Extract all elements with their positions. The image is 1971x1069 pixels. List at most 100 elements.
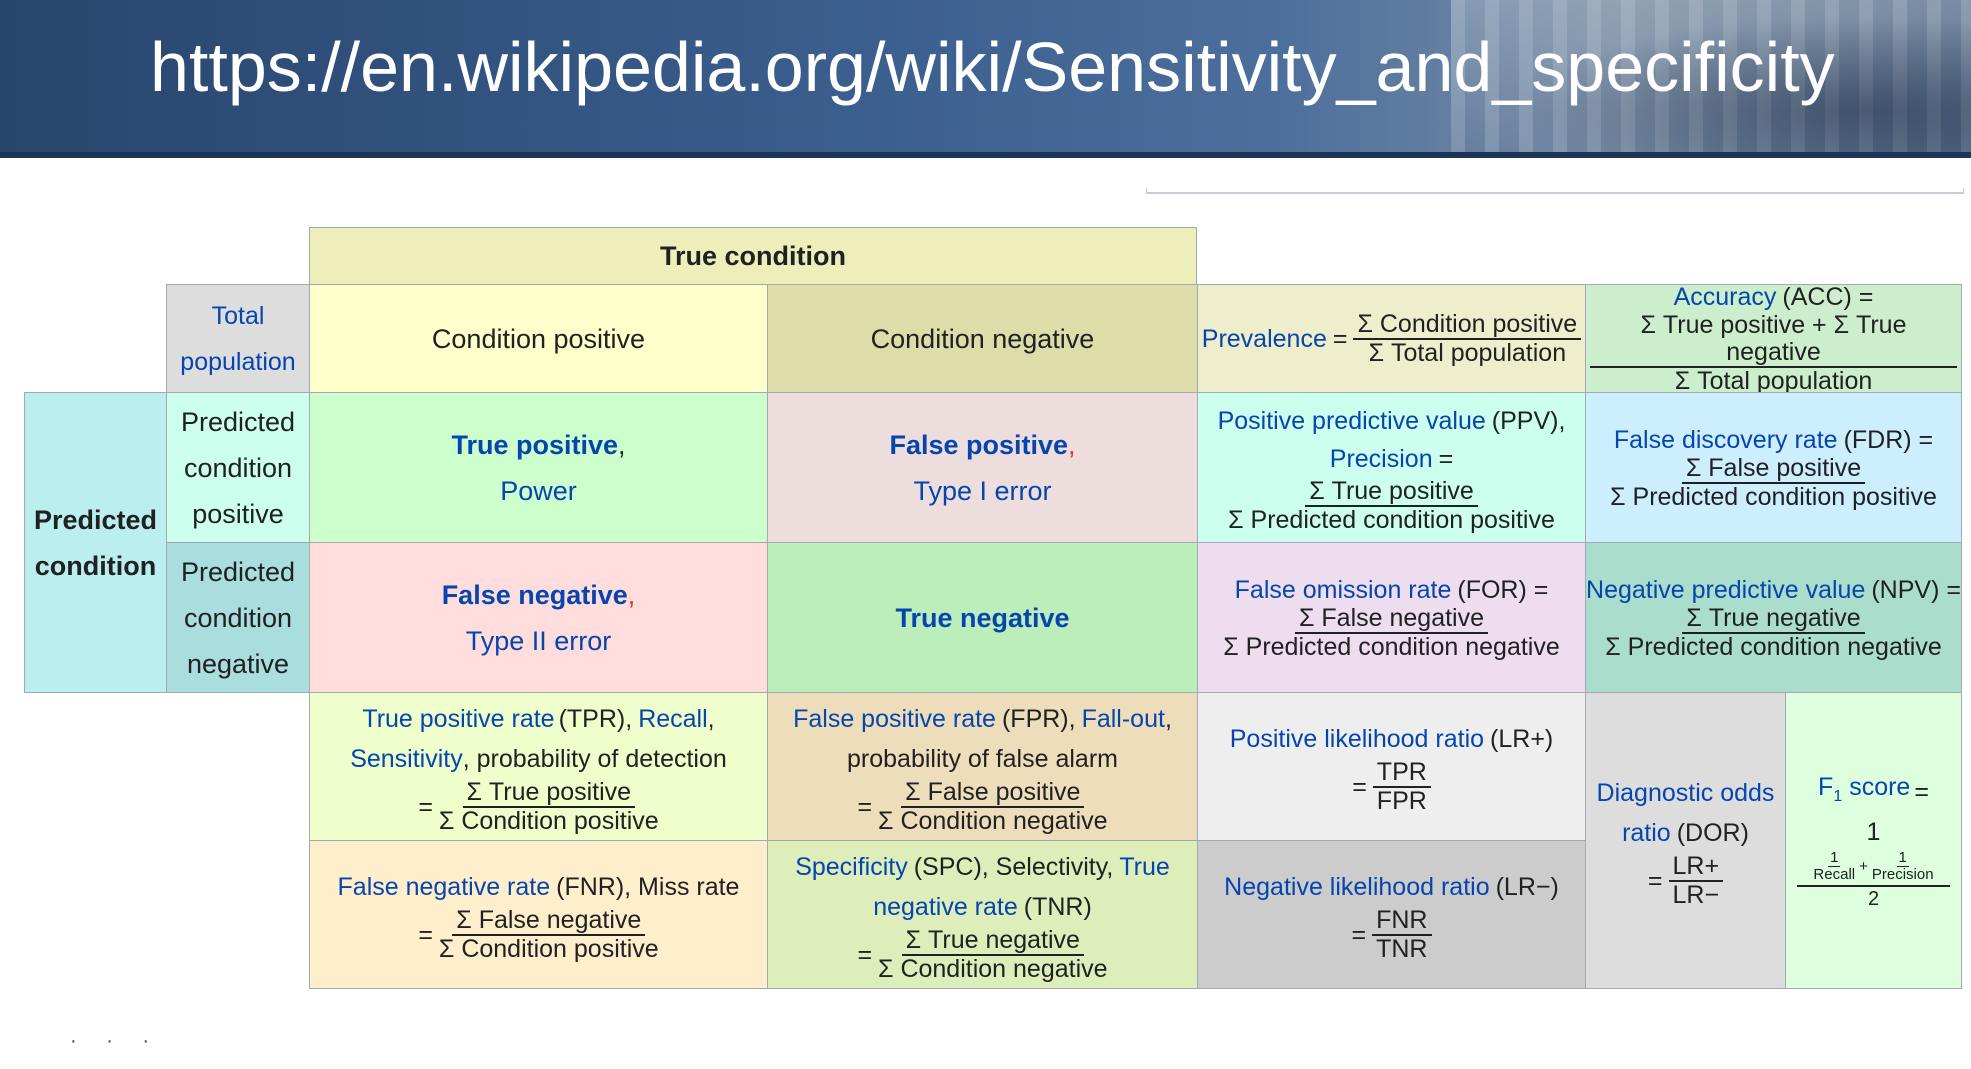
predicted-condition-line-1: Predicted <box>33 504 158 535</box>
type-ii-error-link[interactable]: Type II error <box>465 625 612 656</box>
f1-inner-den-recall: Recall <box>1813 866 1856 883</box>
predicted-negative-header: Predicted condition negative <box>166 542 310 693</box>
specificity-link[interactable]: Specificity <box>795 852 908 881</box>
fdr-link[interactable]: False discovery rate <box>1613 425 1838 454</box>
tpr-comma: , <box>707 704 715 733</box>
condition-positive-header: Condition positive <box>309 284 768 393</box>
true-condition-label: True condition <box>660 241 846 271</box>
fdr-numerator: Σ False positive <box>1681 454 1866 484</box>
lr-negative-link[interactable]: Negative likelihood ratio <box>1224 872 1490 901</box>
dor-link[interactable]: Diagnostic odds <box>1596 778 1775 807</box>
npv-abbr: (NPV) = <box>1871 575 1961 604</box>
sensitivity-link[interactable]: Sensitivity <box>350 744 463 773</box>
false-negative-link[interactable]: False negative <box>441 579 628 610</box>
tpr-abbr: (TPR), <box>558 704 633 733</box>
f1-letter: F <box>1818 773 1834 801</box>
ppv-cell: Positive predictive value (PPV), Precisi… <box>1197 392 1586 543</box>
predicted-positive-line-2: condition <box>183 452 293 483</box>
f1-inner-num-1: 1 <box>1828 849 1841 867</box>
dor-fraction: LR+ LR− <box>1668 852 1724 909</box>
npv-link[interactable]: Negative predictive value <box>1586 575 1866 604</box>
fpr-equals: = <box>857 792 873 821</box>
total-population-link[interactable]: Total <box>211 301 265 330</box>
f1-score-link[interactable]: F1 score <box>1818 770 1910 814</box>
f1-score-word: score <box>1849 773 1911 801</box>
predicted-positive-header: Predicted condition positive <box>166 392 310 543</box>
recall-link[interactable]: Recall <box>638 704 708 733</box>
fnr-numerator: Σ False negative <box>452 906 646 936</box>
prevalence-fraction: Σ Condition positive Σ Total population <box>1353 310 1582 367</box>
total-population-cell: Total population <box>166 284 310 393</box>
accuracy-cell: Accuracy (ACC) = Σ True positive + Σ Tru… <box>1585 283 1962 395</box>
total-population-link-2[interactable]: population <box>180 347 296 376</box>
lr-negative-abbr: (LR−) <box>1495 872 1559 901</box>
ppv-denominator: Σ Predicted condition positive <box>1228 505 1555 534</box>
banner-divider <box>0 152 1971 158</box>
true-negative-rate-link[interactable]: True <box>1119 852 1170 881</box>
false-positive-link[interactable]: False positive <box>889 429 1069 460</box>
true-condition-header: True condition <box>309 227 1197 285</box>
dor-cell: Diagnostic odds ratio (DOR) = LR+ LR− <box>1585 692 1786 989</box>
accuracy-link[interactable]: Accuracy <box>1673 283 1777 311</box>
npv-numerator: Σ True negative <box>1682 604 1865 634</box>
for-numerator: Σ False negative <box>1295 604 1488 634</box>
banner-photo <box>1451 0 1971 158</box>
f1-inner-sum: 1 Recall + 1 Precision <box>1813 850 1933 885</box>
true-positive-cell: True positive , Power <box>309 392 768 543</box>
true-negative-link[interactable]: True negative <box>895 602 1070 633</box>
f1-inner-den-precision: Precision <box>1871 866 1934 883</box>
fpr-link[interactable]: False positive rate <box>793 704 996 733</box>
accuracy-fraction: Σ True positive + Σ True negative Σ Tota… <box>1590 312 1957 395</box>
f1-numerator-one: 1 <box>1866 818 1881 846</box>
fnr-denominator: Σ Condition positive <box>438 934 659 963</box>
false-positive-comma: , <box>1068 429 1076 460</box>
f1-plus: + <box>1859 858 1868 875</box>
fnr-abbr: (FNR), Miss rate <box>556 872 740 901</box>
dor-numerator: LR+ <box>1668 852 1724 882</box>
tnr-cell: Specificity (SPC), Selectivity, True neg… <box>767 840 1198 989</box>
lr-negative-numerator: FNR <box>1372 906 1432 936</box>
npv-denominator: Σ Predicted condition negative <box>1605 632 1942 661</box>
tnr-numerator: Σ True negative <box>901 926 1084 956</box>
fdr-abbr: (FDR) = <box>1843 425 1934 454</box>
for-abbr: (FOR) = <box>1457 575 1549 604</box>
predicted-negative-line-2: condition <box>183 602 293 633</box>
lr-negative-equals: = <box>1351 920 1367 949</box>
true-negative-rate-link-2[interactable]: negative rate <box>873 892 1018 921</box>
for-link[interactable]: False omission rate <box>1234 575 1452 604</box>
prevalence-cell: Prevalence = Σ Condition positive Σ Tota… <box>1197 284 1586 393</box>
f1-numerator: 1 1 Recall + 1 Precision <box>1797 814 1950 887</box>
f1-inner-num-2: 1 <box>1896 849 1909 867</box>
f1-score-cell: F1 score = 1 1 Recall + 1 Precision 2 <box>1785 692 1962 989</box>
npv-cell: Negative predictive value (NPV) = Σ True… <box>1585 542 1962 693</box>
lr-positive-fraction: TPR FPR <box>1372 758 1431 815</box>
fpr-fraction: Σ False positive Σ Condition negative <box>878 778 1108 835</box>
lr-positive-link[interactable]: Positive likelihood ratio <box>1229 724 1485 753</box>
npv-fraction: Σ True negative Σ Predicted condition ne… <box>1605 604 1942 661</box>
prevalence-denominator: Σ Total population <box>1368 338 1567 367</box>
tnr-fraction: Σ True negative Σ Condition negative <box>878 926 1108 983</box>
fall-out-link[interactable]: Fall-out <box>1081 704 1165 733</box>
fdr-denominator: Σ Predicted condition positive <box>1610 482 1937 511</box>
dor-link-2[interactable]: ratio <box>1622 818 1671 847</box>
tnr-abbr: (SPC), Selectivity, <box>913 852 1114 881</box>
type-i-error-link[interactable]: Type I error <box>913 475 1052 506</box>
lr-negative-denominator: TNR <box>1376 934 1428 963</box>
tpr-link[interactable]: True positive rate <box>362 704 555 733</box>
power-link[interactable]: Power <box>500 475 577 506</box>
accuracy-denominator: Σ Total population <box>1674 367 1873 395</box>
accuracy-abbr: (ACC) = <box>1782 283 1874 311</box>
lr-positive-cell: Positive likelihood ratio (LR+) = TPR FP… <box>1197 692 1586 841</box>
fnr-link[interactable]: False negative rate <box>337 872 551 901</box>
true-positive-link[interactable]: True positive <box>451 429 619 460</box>
precision-link[interactable]: Precision <box>1329 444 1433 473</box>
predicted-negative-line-3: negative <box>186 648 290 679</box>
fpr-comma: , <box>1164 704 1172 733</box>
fnr-fraction: Σ False negative Σ Condition positive <box>438 906 659 963</box>
prevalence-numerator: Σ Condition positive <box>1353 310 1582 340</box>
accuracy-numerator: Σ True positive + Σ True negative <box>1590 312 1957 368</box>
ppv-link[interactable]: Positive predictive value <box>1217 406 1486 435</box>
prevalence-link[interactable]: Prevalence <box>1201 324 1327 353</box>
fpr-abbr: (FPR), <box>1001 704 1076 733</box>
tpr-fraction: Σ True positive Σ Condition positive <box>439 778 659 835</box>
